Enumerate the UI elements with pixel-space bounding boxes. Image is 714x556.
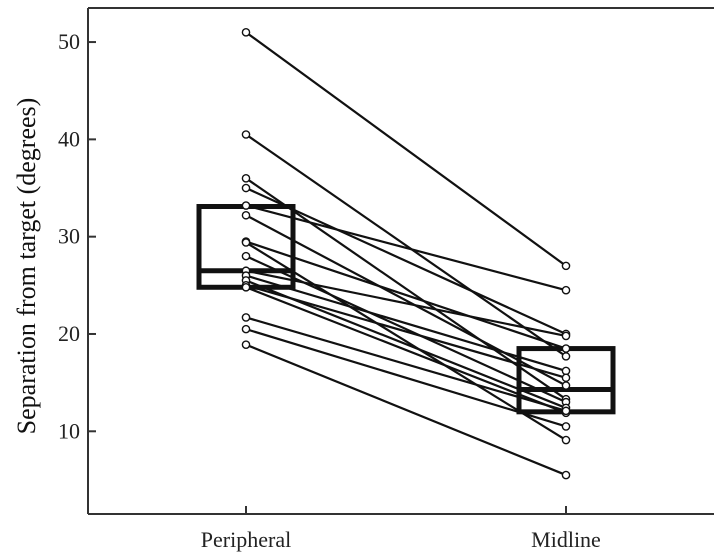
y-tick-label: 40 [58, 126, 80, 151]
paired-line [245, 204, 567, 292]
y-ticks: 10 20 30 40 50 [58, 29, 96, 443]
data-point-marker [561, 470, 571, 480]
data-point-marker [241, 340, 251, 349]
paired-line [245, 255, 567, 404]
data-point-marker [561, 261, 571, 271]
y-tick-label: 10 [58, 418, 80, 443]
x-tick-label: Peripheral [201, 527, 291, 552]
data-point-marker [561, 373, 571, 383]
boxes [196, 204, 616, 415]
paired-line [245, 343, 567, 477]
paired-line [245, 133, 567, 358]
paired-line [245, 286, 567, 414]
paired-line [245, 241, 567, 441]
paired-line [245, 214, 567, 387]
data-point-marker [561, 406, 571, 416]
data-point-marker [561, 435, 571, 445]
data-point-marker [561, 352, 571, 361]
data-point-marker [241, 173, 251, 183]
data-point-marker [241, 183, 251, 193]
data-point-marker [241, 324, 251, 334]
y-tick-label: 50 [58, 29, 80, 54]
data-point-marker [561, 344, 571, 353]
data-point-marker [241, 28, 251, 37]
data-point-marker [241, 251, 251, 261]
data-point-marker [241, 210, 251, 220]
x-tick-label: Midline [531, 527, 601, 552]
data-point-marker [241, 130, 251, 139]
data-point-marker [561, 331, 571, 341]
data-point-marker [561, 285, 571, 295]
paired-line [245, 269, 567, 338]
paired-line [245, 274, 567, 373]
y-axis-label: Separation from target (degrees) [12, 98, 41, 435]
markers [241, 28, 571, 480]
paired-line [245, 328, 567, 428]
y-tick-label: 30 [58, 224, 80, 249]
data-point-marker [241, 313, 251, 322]
data-point-marker [561, 422, 571, 431]
paired-line [245, 240, 567, 350]
paired-line [245, 284, 567, 379]
data-point-marker [241, 238, 251, 247]
data-point-marker [561, 381, 571, 390]
paired-line [245, 31, 567, 267]
x-ticks: Peripheral Midline [201, 506, 601, 552]
data-point-marker [241, 201, 251, 210]
paired-lines [245, 31, 567, 477]
y-tick-label: 20 [58, 321, 80, 346]
data-point-marker [241, 282, 251, 292]
paired-line [245, 316, 567, 412]
axes [87, 7, 714, 515]
paired-line [245, 187, 567, 335]
